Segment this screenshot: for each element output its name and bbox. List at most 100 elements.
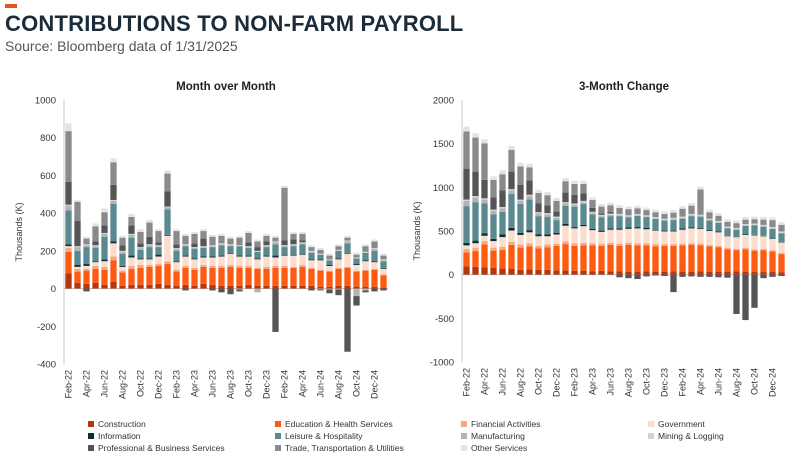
bar-trade-May-23 [200,231,207,239]
bar-other-Jan-25 [380,253,387,256]
bar-professional-Dec-24 [371,288,378,292]
bar-manufacturing-Dec-22 [553,217,560,221]
bar-manufacturing-Jul-22 [110,200,117,204]
bar-professional-Jan-24 [272,288,279,332]
bar-leisure-Aug-24 [335,250,342,259]
bar-government-Aug-24 [733,237,740,249]
bar-financial-Mar-24 [688,243,695,245]
bar-construction-Jun-24 [715,271,722,275]
bar-financial-Oct-23 [643,243,650,246]
bar-government-Apr-23 [589,230,596,244]
bar-trade-Feb-23 [173,231,180,245]
legend-swatch-information [88,433,94,439]
bar-other-Feb-23 [173,229,180,232]
bar-professional-Feb-24 [679,274,686,277]
bar-education_health-Jun-22 [101,269,108,285]
bar-professional-Jul-24 [724,274,731,278]
bar-leisure-Jan-23 [164,209,171,235]
bar-professional-Mar-24 [688,274,695,277]
bar-trade-Oct-22 [535,193,542,204]
bar-financial-Sep-22 [526,243,533,247]
bar-leisure-Aug-22 [119,253,126,266]
bar-leisure-Nov-22 [544,217,551,235]
bar-trade-Mar-24 [688,205,695,214]
bar-leisure-Jun-23 [607,216,614,229]
bar-mining-Feb-23 [173,248,180,249]
bar-other-Jan-24 [670,210,677,213]
bar-information-Mar-23 [182,255,189,257]
bar-professional-Jan-23 [562,192,569,203]
bar-construction-Mar-24 [290,285,297,289]
bar-government-Dec-23 [263,256,270,267]
bar-government-Jun-24 [715,232,722,246]
bar-professional-Jun-22 [499,190,506,207]
bar-information-Mar-23 [580,224,587,227]
bar-manufacturing-Jul-24 [326,288,333,290]
bar-trade-Sep-24 [742,219,749,225]
bar-financial-Dec-24 [769,250,776,252]
accent-bar [5,4,17,8]
bar-construction-Nov-24 [362,286,369,289]
bar-government-Nov-22 [146,259,153,265]
bar-government-Jul-24 [326,265,333,271]
bar-information-Aug-24 [733,236,740,238]
bar-construction-Oct-22 [137,284,144,289]
bar-construction-Jan-24 [272,285,279,289]
bar-mining-Sep-24 [742,224,749,226]
bar-manufacturing-Jan-24 [670,219,677,221]
bar-manufacturing-Feb-24 [679,217,686,219]
bar-information-Aug-24 [335,258,342,260]
bar-manufacturing-Jul-22 [508,190,515,194]
bar-other-Apr-22 [481,139,488,144]
bar-mining-Aug-24 [335,249,342,251]
bar-education_health-Jun-24 [715,247,722,272]
bar-government-May-22 [92,262,99,266]
bar-professional-Jul-23 [218,288,225,293]
bar-professional-Jan-25 [778,274,785,276]
bar-mining-Apr-23 [589,211,596,214]
bar-leisure-Jul-22 [110,203,117,242]
bar-construction-May-24 [308,285,315,289]
bar-financial-Dec-24 [371,268,378,270]
bar-mining-Nov-22 [544,213,551,215]
bar-trade-Oct-23 [643,210,650,216]
legend-label-mining: Mining & Logging [658,431,724,441]
bar-other-Jul-24 [326,253,333,256]
bar-other-Mar-23 [580,180,587,184]
bar-manufacturing-Jan-23 [164,207,171,210]
bar-education_health-Dec-24 [371,269,378,287]
bar-financial-Jul-23 [218,265,225,268]
bar-financial-Nov-23 [254,267,261,269]
bar-construction-Oct-23 [245,284,252,289]
bar-professional-Mar-22 [74,220,81,247]
bar-manufacturing-May-23 [598,216,605,218]
bar-trade-Nov-23 [254,241,261,248]
bar-financial-Sep-23 [634,243,641,246]
bar-trade-Oct-24 [751,219,758,224]
bar-construction-May-23 [200,283,207,289]
bar-information-Mar-24 [688,227,695,229]
bar-manufacturing-Nov-24 [760,226,767,227]
bar-trade-Jan-24 [272,237,279,242]
x-tick-label: Aug-22 [516,368,526,397]
legend-label-leisure: Leisure & Hospitality [285,431,363,441]
bar-mining-Aug-23 [227,244,234,246]
bar-professional-May-24 [308,288,315,291]
bar-leisure-Dec-22 [553,220,560,233]
bar-leisure-May-23 [200,248,207,257]
bar-financial-Jan-25 [380,274,387,276]
bar-government-Oct-23 [245,256,252,266]
bar-financial-Jan-25 [778,252,785,255]
bar-government-Jun-23 [209,257,216,266]
bar-mining-Jun-23 [209,245,216,247]
bar-other-Oct-22 [137,229,144,232]
bar-financial-Jun-22 [101,266,108,270]
bar-financial-Feb-23 [571,243,578,246]
bar-financial-Dec-23 [661,244,668,246]
bar-information-Feb-24 [679,228,686,230]
bar-financial-Sep-24 [344,266,351,268]
bar-construction-Aug-22 [517,269,524,275]
bar-manufacturing-Oct-23 [643,216,650,218]
x-tick-label: Aug-23 [624,368,634,397]
bar-construction-Feb-24 [281,285,288,289]
